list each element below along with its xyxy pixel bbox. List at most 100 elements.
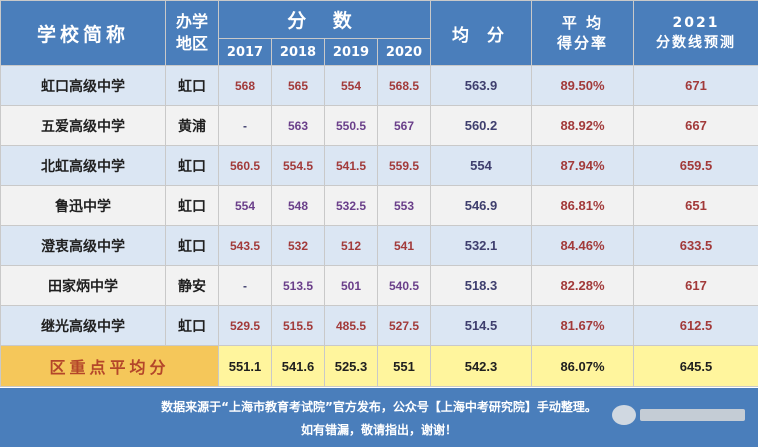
watermark bbox=[612, 403, 752, 427]
cell-2017: 560.5 bbox=[218, 145, 272, 186]
summary-label: 区重点平均分 bbox=[0, 345, 219, 387]
cell-district: 虹口 bbox=[165, 145, 219, 186]
header-rate-line1: 平 均 bbox=[561, 14, 604, 32]
table-row: 北虹高级中学 虹口 560.5 554.5 541.5 559.5 554 87… bbox=[0, 145, 758, 186]
cell-2020: 527.5 bbox=[377, 305, 431, 346]
summary-2018: 541.6 bbox=[271, 345, 325, 387]
cell-rate: 82.28% bbox=[531, 265, 634, 306]
score-table: 学校简称 办学 地区 分 数 均 分 平 均 得分率 2021 分数线预测 20… bbox=[0, 0, 758, 387]
table-row: 五爱高级中学 黄浦 - 563 550.5 567 560.2 88.92% 6… bbox=[0, 105, 758, 146]
header-years-row: 2017 2018 2019 2020 bbox=[1, 38, 758, 66]
cell-2019: 550.5 bbox=[324, 105, 378, 146]
cell-average: 514.5 bbox=[430, 305, 532, 346]
cell-rate: 87.94% bbox=[531, 145, 634, 186]
header-district: 办学 地区 bbox=[165, 0, 219, 66]
cell-prediction: 617 bbox=[633, 265, 758, 306]
cell-prediction: 651 bbox=[633, 185, 758, 226]
cell-2018: 565 bbox=[271, 65, 325, 106]
header-year-2017: 2017 bbox=[218, 38, 272, 66]
header-prediction: 2021 分数线预测 bbox=[633, 0, 758, 66]
cell-average: 546.9 bbox=[430, 185, 532, 226]
cell-2017: - bbox=[218, 265, 272, 306]
cell-prediction: 667 bbox=[633, 105, 758, 146]
header-district-line2: 地区 bbox=[175, 34, 208, 53]
cell-2020: 540.5 bbox=[377, 265, 431, 306]
cell-district: 静安 bbox=[165, 265, 219, 306]
cell-rate: 86.81% bbox=[531, 185, 634, 226]
cell-district: 黄浦 bbox=[165, 105, 219, 146]
cell-school: 继光高级中学 bbox=[0, 305, 166, 346]
cell-2019: 554 bbox=[324, 65, 378, 106]
header-year-2019: 2019 bbox=[324, 38, 378, 66]
summary-2017: 551.1 bbox=[218, 345, 272, 387]
cell-prediction: 612.5 bbox=[633, 305, 758, 346]
cell-2020: 553 bbox=[377, 185, 431, 226]
cell-average: 518.3 bbox=[430, 265, 532, 306]
header-year-2020: 2020 bbox=[377, 38, 431, 66]
cell-2020: 567 bbox=[377, 105, 431, 146]
cell-district: 虹口 bbox=[165, 185, 219, 226]
cell-average: 560.2 bbox=[430, 105, 532, 146]
footer-source-line: 数据来源于“上海市教育考试院”官方发布，公众号【上海中考研究院】手动整理。 bbox=[161, 400, 597, 414]
cell-2018: 532 bbox=[271, 225, 325, 266]
summary-row: 区重点平均分 551.1 541.6 525.3 551 542.3 86.07… bbox=[0, 345, 758, 387]
cell-school: 澄衷高级中学 bbox=[0, 225, 166, 266]
cell-rate: 84.46% bbox=[531, 225, 634, 266]
table-row: 田家炳中学 静安 - 513.5 501 540.5 518.3 82.28% … bbox=[0, 265, 758, 306]
cell-2017: 554 bbox=[218, 185, 272, 226]
cell-2018: 515.5 bbox=[271, 305, 325, 346]
footer-thanks-line: 如有错漏，敬请指出，谢谢！ bbox=[300, 423, 457, 437]
cell-average: 554 bbox=[430, 145, 532, 186]
cell-2018: 513.5 bbox=[271, 265, 325, 306]
cell-2017: 543.5 bbox=[218, 225, 272, 266]
cell-prediction: 659.5 bbox=[633, 145, 758, 186]
cell-2019: 541.5 bbox=[324, 145, 378, 186]
header-average: 均 分 bbox=[430, 0, 532, 66]
header-prediction-line2: 分数线预测 bbox=[656, 35, 736, 51]
header-year-2018: 2018 bbox=[271, 38, 325, 66]
cell-2017: 529.5 bbox=[218, 305, 272, 346]
header-scores: 分 数 bbox=[218, 0, 431, 39]
cell-school: 田家炳中学 bbox=[0, 265, 166, 306]
cell-2017: 568 bbox=[218, 65, 272, 106]
table-row: 澄衷高级中学 虹口 543.5 532 512 541 532.1 84.46%… bbox=[0, 225, 758, 266]
cell-2020: 568.5 bbox=[377, 65, 431, 106]
cell-school: 五爱高级中学 bbox=[0, 105, 166, 146]
summary-2020: 551 bbox=[377, 345, 431, 387]
cell-district: 虹口 bbox=[165, 305, 219, 346]
cell-prediction: 633.5 bbox=[633, 225, 758, 266]
cell-district: 虹口 bbox=[165, 225, 219, 266]
watermark-blurred-text bbox=[640, 409, 745, 421]
cell-2017: - bbox=[218, 105, 272, 146]
cell-2019: 532.5 bbox=[324, 185, 378, 226]
header-row: 学校简称 办学 地区 分 数 均 分 平 均 得分率 2021 分数线预测 bbox=[0, 0, 758, 66]
cell-2019: 512 bbox=[324, 225, 378, 266]
summary-2019: 525.3 bbox=[324, 345, 378, 387]
cell-rate: 81.67% bbox=[531, 305, 634, 346]
header-rate-line2: 得分率 bbox=[556, 34, 608, 52]
summary-prediction: 645.5 bbox=[633, 345, 758, 387]
cell-2018: 563 bbox=[271, 105, 325, 146]
cell-2020: 541 bbox=[377, 225, 431, 266]
cell-district: 虹口 bbox=[165, 65, 219, 106]
cell-prediction: 671 bbox=[633, 65, 758, 106]
cell-school: 鲁迅中学 bbox=[0, 185, 166, 226]
cell-average: 532.1 bbox=[430, 225, 532, 266]
table-row: 继光高级中学 虹口 529.5 515.5 485.5 527.5 514.5 … bbox=[0, 305, 758, 346]
cell-school: 虹口高级中学 bbox=[0, 65, 166, 106]
cell-average: 563.9 bbox=[430, 65, 532, 106]
cell-rate: 89.50% bbox=[531, 65, 634, 106]
header-district-line1: 办学 bbox=[175, 12, 208, 31]
cell-2020: 559.5 bbox=[377, 145, 431, 186]
cell-school: 北虹高级中学 bbox=[0, 145, 166, 186]
table-row: 虹口高级中学 虹口 568 565 554 568.5 563.9 89.50%… bbox=[0, 65, 758, 106]
header-prediction-line1: 2021 bbox=[672, 15, 720, 31]
summary-average: 542.3 bbox=[430, 345, 532, 387]
cell-2019: 501 bbox=[324, 265, 378, 306]
cell-2019: 485.5 bbox=[324, 305, 378, 346]
cell-2018: 548 bbox=[271, 185, 325, 226]
header-rate: 平 均 得分率 bbox=[531, 0, 634, 66]
table-row: 鲁迅中学 虹口 554 548 532.5 553 546.9 86.81% 6… bbox=[0, 185, 758, 226]
wechat-logo-icon bbox=[612, 405, 636, 425]
